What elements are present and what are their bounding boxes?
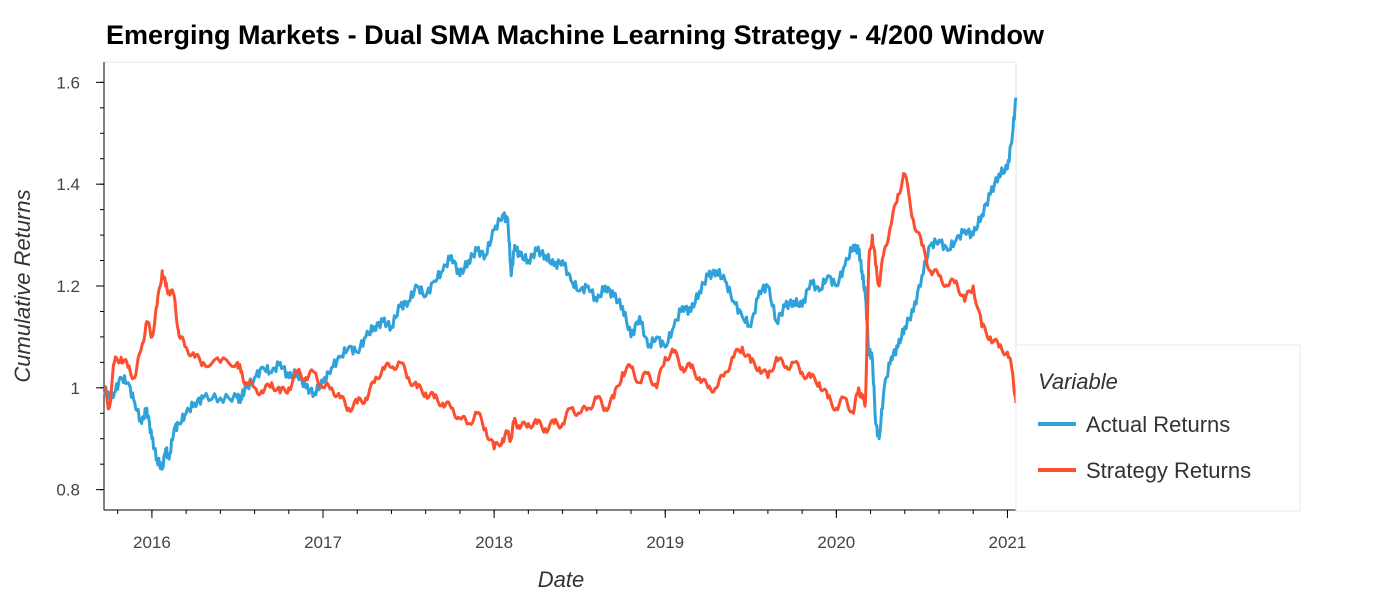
series-layer — [102, 97, 1018, 471]
legend-box — [1015, 344, 1301, 512]
x-tick-label: 2019 — [646, 533, 684, 552]
y-tick-label: 1.6 — [56, 73, 80, 92]
y-axis: 0.8 1 1.2 1.4 1.6 — [56, 62, 105, 510]
legend-title: Variable — [1038, 369, 1118, 394]
x-axis: 2016 2017 2018 2019 2020 2021 — [104, 509, 1027, 552]
y-tick-label: 0.8 — [56, 481, 80, 500]
x-tick-label: 2020 — [817, 533, 855, 552]
x-tick-label: 2017 — [304, 533, 342, 552]
x-axis-label: Date — [538, 567, 584, 592]
series-line-strategy-returns — [103, 172, 1018, 451]
legend-label-strategy-returns: Strategy Returns — [1086, 458, 1251, 483]
x-tick-label: 2021 — [989, 533, 1027, 552]
y-tick-label: 1.2 — [56, 277, 80, 296]
chart-title: Emerging Markets - Dual SMA Machine Lear… — [106, 20, 1045, 50]
x-tick-label: 2018 — [475, 533, 513, 552]
x-tick-label: 2016 — [133, 533, 171, 552]
y-tick-label: 1.4 — [56, 175, 80, 194]
legend: Variable Actual Returns Strategy Returns — [1015, 344, 1301, 512]
series-line-actual-returns — [102, 97, 1018, 471]
legend-entries: Actual Returns Strategy Returns — [1038, 412, 1251, 483]
y-tick-label: 1 — [71, 379, 80, 398]
y-axis-label: Cumulative Returns — [10, 189, 35, 382]
legend-label-actual-returns: Actual Returns — [1086, 412, 1230, 437]
